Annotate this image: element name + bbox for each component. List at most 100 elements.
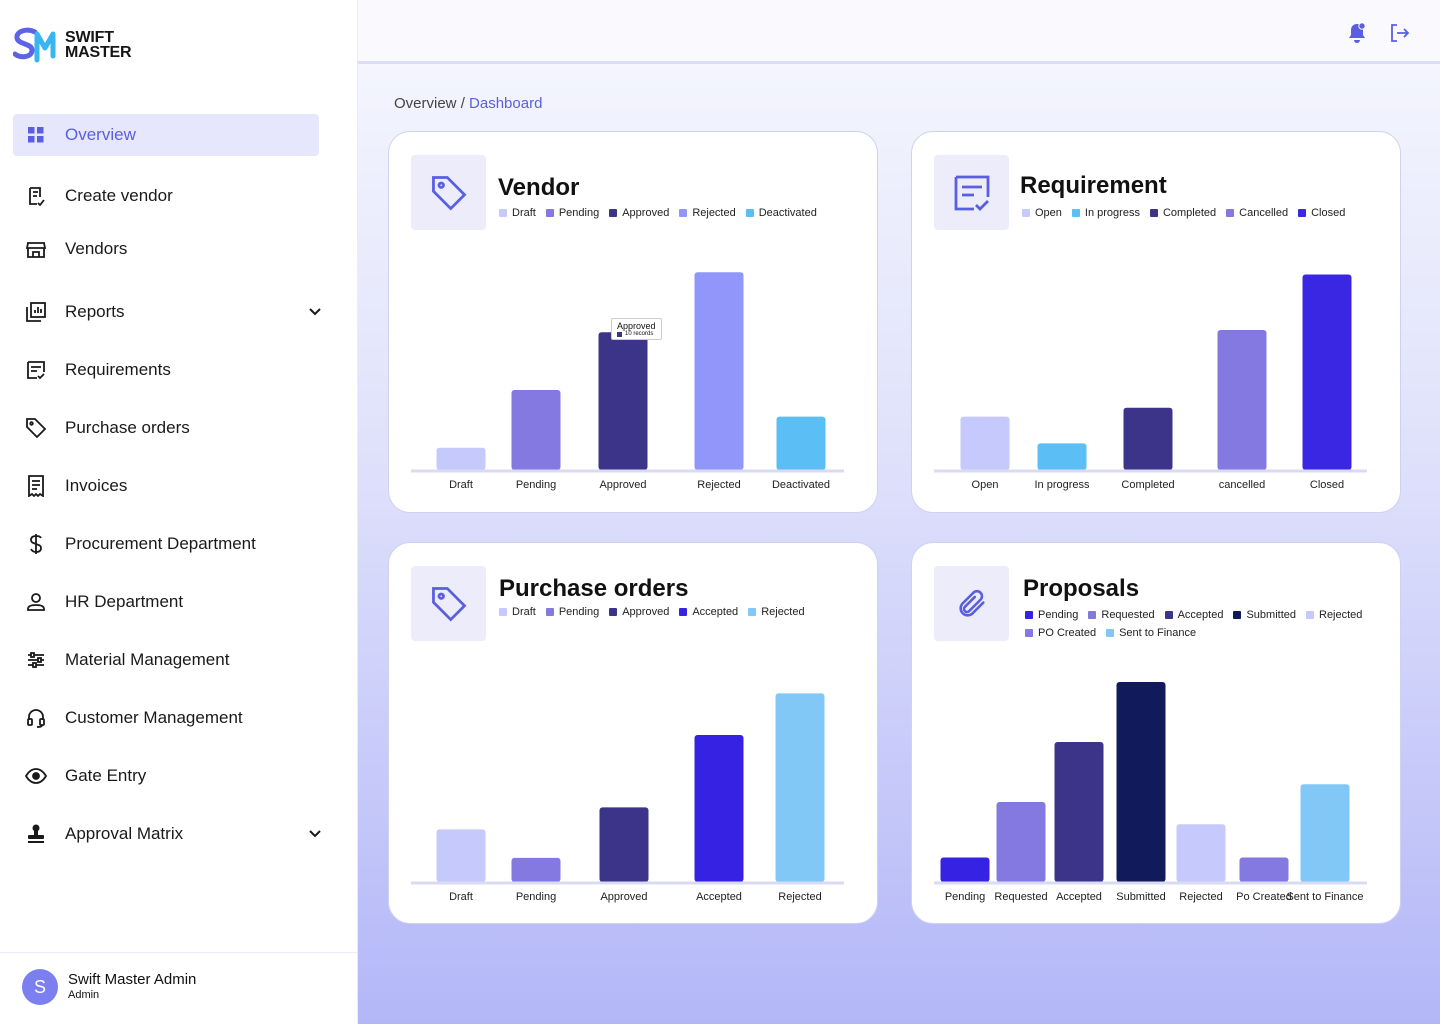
legend-item[interactable]: In progress [1071, 207, 1140, 219]
sidebar-item-label: Purchase orders [65, 418, 190, 437]
bar-pending[interactable] [940, 857, 990, 882]
legend-item[interactable]: PO Created [1025, 627, 1096, 639]
vendor-card: Vendor Draft Pending Approved Rejected Deact… [388, 131, 878, 513]
sidebar-item-approval-matrix[interactable]: Approval Matrix [13, 813, 321, 855]
brand-line2: MASTER [65, 44, 132, 61]
bar-approved[interactable] [599, 807, 649, 882]
x-tick-label: Open [972, 479, 999, 491]
sidebar-item-vendors[interactable]: Vendors [13, 228, 319, 270]
chevron-down-icon[interactable] [307, 825, 323, 846]
legend-label: Draft [512, 606, 536, 618]
bar-sent-to-finance[interactable] [1300, 784, 1350, 882]
avatar[interactable]: S [22, 969, 58, 1005]
chart-legend: Draft Pending Approved Accepted Rejected [499, 606, 869, 618]
legend-item[interactable]: Draft [499, 606, 536, 618]
legend-label: Draft [512, 207, 536, 219]
legend-label: Pending [558, 207, 600, 219]
requirement-card: Requirement Open In progress Completed Canc… [911, 131, 1401, 513]
x-tick-label: Rejected [697, 479, 740, 491]
legend-swatch [679, 608, 688, 616]
sidebar-item-hr[interactable]: HR Department [13, 581, 319, 623]
sidebar-item-overview[interactable]: Overview [13, 114, 319, 156]
legend-label: Completed [1162, 207, 1217, 219]
sidebar-item-invoices[interactable]: Invoices [13, 465, 319, 507]
bar-pending[interactable] [511, 857, 561, 882]
legend-item[interactable]: Accepted [1164, 609, 1223, 621]
x-tick-label: Accepted [696, 891, 742, 903]
sidebar-item-procurement[interactable]: Procurement Department [13, 523, 319, 565]
tag-icon [411, 155, 486, 230]
bar-po-created[interactable] [1239, 857, 1289, 882]
sidebar-item-gate-entry[interactable]: Gate Entry [13, 755, 319, 797]
bar-draft[interactable] [436, 447, 486, 470]
bar-requested[interactable] [996, 802, 1046, 882]
purchase-orders-bar-chart: Draft Pending Approved Accepted Rejected [411, 693, 844, 903]
sidebar-item-material[interactable]: Material Management [13, 639, 319, 681]
top-bar [358, 0, 1440, 64]
sidebar-item-purchase-orders[interactable]: Purchase orders [13, 407, 319, 449]
bar-draft[interactable] [436, 829, 486, 882]
legend-label: PO Created [1038, 627, 1097, 639]
breadcrumb-separator: / [460, 95, 465, 112]
bar-cancelled[interactable] [1217, 330, 1267, 470]
legend-swatch [1071, 209, 1080, 217]
legend-item[interactable]: Completed [1149, 207, 1217, 219]
legend-item[interactable]: Rejected [1306, 609, 1362, 621]
bar-rejected[interactable] [775, 693, 825, 882]
user-profile[interactable]: S Swift Master Admin Admin [0, 952, 358, 1024]
x-tick-label: Pending [945, 891, 985, 903]
card-title: Requirement [1020, 172, 1167, 199]
legend-item[interactable]: Accepted [679, 606, 738, 618]
legend-swatch [1025, 611, 1033, 619]
notification-bell-icon[interactable] [1346, 22, 1368, 44]
legend-item[interactable]: Pending [545, 606, 599, 618]
legend-item[interactable]: Closed [1298, 207, 1345, 219]
sidebar-item-create-vendor[interactable]: Create vendor [13, 175, 319, 217]
bar-completed[interactable] [1123, 407, 1173, 470]
sidebar-item-label: Reports [65, 302, 125, 321]
breadcrumb-parent[interactable]: Overview [394, 95, 457, 112]
sidebar-item-requirements[interactable]: Requirements [13, 349, 319, 391]
legend-item[interactable]: Pending [545, 207, 600, 219]
legend-item[interactable]: Approved [609, 207, 669, 219]
bar-approved[interactable] [598, 332, 648, 470]
bar-rejected[interactable] [1176, 824, 1226, 882]
legend-item[interactable]: Approved [609, 606, 669, 618]
sidebar-item-customer[interactable]: Customer Management [13, 697, 319, 739]
legend-item[interactable]: Deactivated [745, 207, 817, 219]
legend-item[interactable]: Pending [1025, 609, 1078, 621]
legend-item[interactable]: Cancelled [1226, 207, 1288, 219]
legend-item[interactable]: Sent to Finance [1106, 627, 1196, 639]
bar-rejected[interactable] [694, 272, 744, 470]
vendor-bar-chart: Draft Pending Approved Rejected Deactivated [411, 272, 844, 491]
legend-swatch [1226, 209, 1235, 217]
chevron-down-icon[interactable] [307, 303, 323, 324]
logout-icon[interactable] [1388, 22, 1410, 44]
bar-accepted[interactable] [694, 735, 744, 882]
legend-item[interactable]: Requested [1088, 609, 1155, 621]
legend-swatch [545, 209, 554, 217]
x-tick-label: Approved [599, 479, 646, 491]
bar-submitted[interactable] [1116, 682, 1166, 882]
legend-item[interactable]: Submitted [1233, 609, 1296, 621]
legend-item[interactable]: Draft [499, 207, 536, 219]
brand-logo[interactable]: SWIFT MASTER [13, 26, 132, 64]
bar-in-progress[interactable] [1037, 443, 1087, 470]
sidebar-item-reports[interactable]: Reports [13, 291, 321, 333]
legend-swatch [609, 209, 618, 217]
bar-deactivated[interactable] [776, 416, 826, 470]
bar-accepted[interactable] [1054, 742, 1104, 882]
x-tick-label: Accepted [1056, 891, 1102, 903]
legend-item[interactable]: Rejected [748, 606, 805, 618]
x-tick-label: Draft [449, 479, 473, 491]
bar-pending[interactable] [511, 390, 561, 470]
legend-item[interactable]: Rejected [679, 207, 736, 219]
x-tick-label: Approved [600, 891, 647, 903]
chart-tooltip: Approved 10 records [611, 318, 662, 340]
purchase-orders-card: Purchase orders Draft Pending Approved Acce… [388, 542, 878, 924]
bar-closed[interactable] [1302, 274, 1352, 470]
sidebar-item-label: Invoices [65, 476, 128, 495]
sidebar-item-label: HR Department [65, 592, 184, 611]
bar-open[interactable] [960, 416, 1010, 470]
legend-item[interactable]: Open [1022, 207, 1062, 219]
